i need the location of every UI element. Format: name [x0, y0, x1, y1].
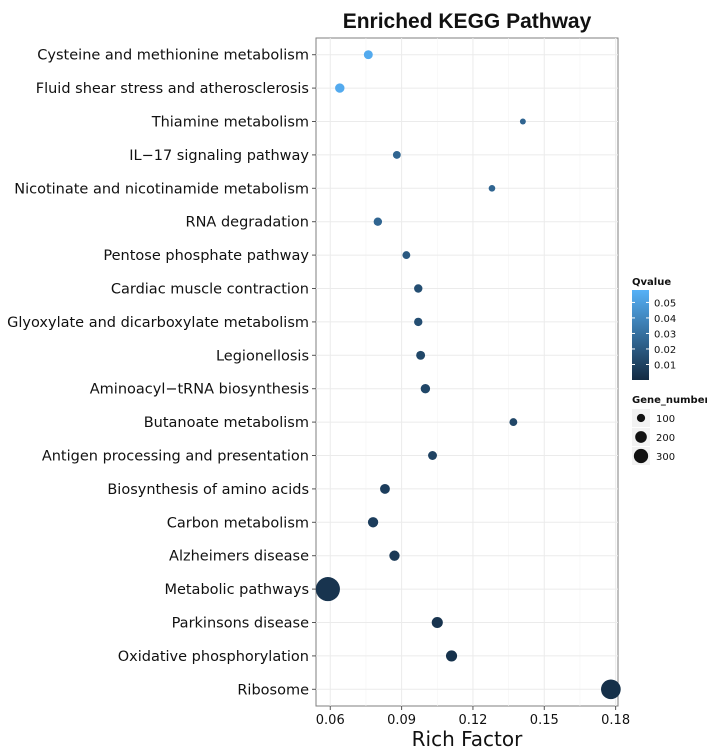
- data-point: [420, 384, 431, 394]
- data-point: [363, 50, 373, 60]
- data-point: [431, 616, 443, 629]
- data-point: [414, 317, 423, 327]
- data-point: [367, 517, 379, 528]
- gene-number-legend-dot: [633, 448, 649, 464]
- data-point: [428, 451, 437, 460]
- qvalue-legend-label: 0.05: [654, 298, 676, 309]
- data-point: [414, 284, 423, 293]
- y-tick-label: Glyoxylate and dicarboxylate metabolism: [7, 315, 309, 331]
- qvalue-legend-label: 0.02: [654, 345, 676, 356]
- y-tick-label: Alzheimers disease: [169, 549, 309, 565]
- gene-number-legend-dot: [636, 413, 646, 423]
- x-axis-title: Rich Factor: [412, 727, 523, 751]
- y-tick-label: Fluid shear stress and atherosclerosis: [36, 81, 309, 97]
- x-tick-label: 0.15: [530, 713, 559, 728]
- x-axis: 0.06 0.09 0.12 0.15 0.18: [316, 706, 630, 728]
- data-point: [488, 184, 496, 192]
- y-tick-label: Cysteine and methionine metabolism: [37, 48, 309, 64]
- qvalue-legend-label: 0.01: [654, 360, 676, 371]
- x-tick-label: 0.09: [387, 713, 416, 728]
- data-point: [416, 350, 426, 360]
- y-tick-label: Thiamine metabolism: [151, 115, 309, 131]
- y-tick-label: IL−17 signaling pathway: [129, 148, 309, 164]
- qvalue-colorbar: [632, 290, 649, 380]
- gene-number-legend-label: 300: [656, 452, 675, 463]
- data-points: [315, 50, 621, 700]
- x-tick-label: 0.06: [316, 713, 345, 728]
- y-tick-label: Aminoacyl−tRNA biosynthesis: [90, 382, 309, 398]
- data-point: [509, 418, 518, 427]
- gene-number-legend: Gene_number 100 200 300: [632, 395, 707, 465]
- data-point: [373, 217, 383, 226]
- y-tick-label: Parkinsons disease: [172, 616, 309, 632]
- gene-number-legend-dot: [635, 431, 647, 443]
- y-tick-label: Nicotinate and nicotinamide metabolism: [14, 181, 309, 197]
- y-tick-label: Ribosome: [237, 682, 309, 698]
- x-tick-label: 0.18: [601, 713, 630, 728]
- qvalue-legend-label: 0.03: [654, 329, 676, 340]
- grid-layer: [316, 38, 618, 706]
- chart-title: Enriched KEGG Pathway: [343, 10, 592, 33]
- y-tick-label: Cardiac muscle contraction: [111, 282, 309, 298]
- data-point: [389, 550, 400, 561]
- y-tick-label: Biosynthesis of amino acids: [107, 482, 309, 498]
- qvalue-legend-title: Qvalue: [632, 277, 671, 288]
- data-point: [445, 650, 458, 662]
- y-tick-label: Oxidative phosphorylation: [118, 649, 309, 665]
- data-point: [335, 83, 345, 93]
- y-axis: Cysteine and methionine metabolism Fluid …: [7, 48, 316, 698]
- y-tick-label: Pentose phosphate pathway: [103, 248, 309, 264]
- y-tick-label: RNA degradation: [186, 215, 310, 231]
- data-point: [392, 150, 401, 159]
- y-tick-label: Legionellosis: [216, 348, 309, 364]
- qvalue-legend-label: 0.04: [654, 314, 676, 325]
- y-tick-label: Antigen processing and presentation: [42, 449, 309, 465]
- y-tick-label: Butanoate metabolism: [144, 415, 309, 431]
- gene-number-legend-label: 100: [656, 414, 675, 425]
- y-tick-label: Metabolic pathways: [164, 582, 309, 598]
- data-point: [519, 118, 526, 125]
- data-point: [315, 577, 340, 602]
- gene-number-legend-label: 200: [656, 433, 675, 444]
- x-tick-label: 0.12: [458, 713, 487, 728]
- qvalue-legend: Qvalue 0.01 0.02 0.03 0.04 0.05: [632, 277, 676, 380]
- gene-number-legend-title: Gene_number: [632, 395, 707, 406]
- data-point: [402, 251, 411, 260]
- data-point: [380, 483, 390, 494]
- plot-panel: [315, 37, 619, 707]
- y-tick-label: Carbon metabolism: [167, 515, 309, 531]
- data-point: [601, 679, 621, 700]
